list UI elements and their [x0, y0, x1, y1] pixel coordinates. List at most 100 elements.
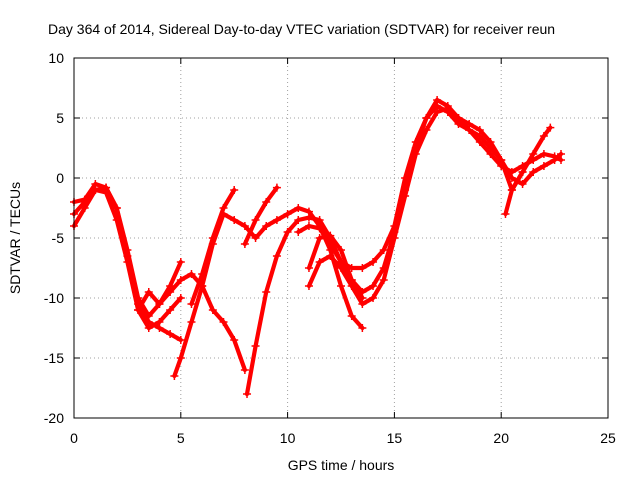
data-point-marker	[454, 114, 463, 122]
chart-title: Day 364 of 2014, Sidereal Day-to-day VTE…	[48, 21, 555, 37]
data-point-marker	[283, 210, 292, 218]
data-point-marker	[240, 222, 249, 230]
data-point-marker	[176, 276, 185, 284]
series-pass-6	[187, 186, 239, 308]
data-point-marker	[358, 294, 367, 302]
data-point-marker	[422, 126, 431, 134]
data-point-marker	[539, 150, 548, 158]
data-point-marker	[262, 198, 271, 206]
data-point-marker	[251, 234, 260, 242]
series-line	[296, 103, 564, 295]
data-point-marker	[475, 132, 484, 140]
data-point-marker	[219, 204, 228, 212]
data-point-marker	[337, 264, 345, 272]
x-tick-label: 5	[177, 430, 185, 446]
data-point-marker	[176, 258, 185, 266]
data-point-marker	[304, 213, 313, 222]
data-point-marker	[411, 150, 420, 158]
data-point-marker	[283, 228, 292, 236]
data-point-marker	[272, 183, 281, 192]
data-point-marker	[507, 186, 516, 194]
data-point-marker	[486, 144, 495, 152]
y-tick-label: -10	[44, 290, 64, 306]
data-point-marker	[219, 318, 228, 326]
y-tick-label: -5	[52, 230, 65, 246]
data-point-marker	[539, 162, 548, 170]
data-point-marker	[315, 224, 324, 233]
data-point-marker	[443, 104, 452, 113]
data-point-marker	[557, 150, 566, 158]
data-point-marker	[243, 390, 252, 398]
data-point-marker	[262, 222, 271, 230]
series-pass-4	[134, 258, 185, 314]
data-point-marker	[390, 234, 399, 242]
data-point-marker	[166, 330, 175, 338]
data-point-marker	[497, 156, 506, 164]
data-point-marker	[187, 270, 196, 278]
x-tick-label: 10	[280, 430, 296, 446]
series-pass-3	[70, 180, 185, 344]
data-point-marker	[208, 306, 217, 314]
data-point-marker	[337, 282, 345, 290]
data-point-marker	[326, 231, 335, 240]
data-point-marker	[315, 216, 324, 224]
data-point-marker	[507, 174, 516, 182]
series-line	[242, 185, 279, 247]
data-point-marker	[230, 336, 239, 344]
data-point-marker	[112, 204, 121, 212]
data-point-marker	[518, 180, 527, 188]
y-axis-label: SDTVAR / TECUs	[7, 182, 23, 294]
tick-labels: 0 5 10 15 20 25 -20 -15 -10 -5 0 5 10	[44, 50, 616, 446]
data-point-marker	[304, 282, 313, 290]
data-point-marker	[379, 276, 388, 284]
data-point-marker	[315, 258, 324, 266]
data-point-marker	[170, 372, 179, 380]
x-tick-label: 15	[387, 430, 403, 446]
data-point-marker	[240, 240, 249, 248]
data-point-marker	[230, 186, 239, 194]
data-point-marker	[230, 216, 239, 224]
data-point-marker	[546, 123, 555, 132]
series-pass-7	[240, 183, 281, 248]
data-point-marker	[304, 264, 313, 272]
data-point-marker	[166, 282, 175, 290]
data-point-marker	[326, 240, 335, 248]
data-point-marker	[176, 294, 185, 302]
series-line	[306, 233, 365, 301]
data-point-marker	[358, 324, 367, 332]
data-point-marker	[102, 183, 111, 192]
data-point-marker	[529, 168, 538, 176]
x-tick-label: 25	[600, 430, 616, 446]
data-point-marker	[262, 288, 271, 296]
data-point-marker	[155, 324, 164, 332]
data-point-marker	[501, 210, 510, 218]
data-point-marker	[518, 168, 527, 176]
series-pass-10	[304, 104, 566, 308]
y-tick-label: 5	[56, 110, 64, 126]
data-point-marker	[422, 114, 431, 122]
x-tick-label: 0	[70, 430, 78, 446]
axis-ticks	[73, 57, 609, 419]
data-point-marker	[251, 216, 260, 224]
data-point-marker	[134, 306, 143, 314]
data-point-marker	[539, 132, 548, 140]
data-point-marker	[155, 300, 164, 308]
data-point-marker	[240, 366, 249, 374]
data-point-marker	[433, 108, 442, 116]
series-line	[503, 125, 553, 217]
data-point-marker	[294, 204, 303, 212]
data-point-marker	[272, 252, 281, 260]
data-point-marker	[80, 195, 89, 204]
data-point-marker	[123, 252, 132, 260]
series-pass-11	[304, 231, 367, 302]
data-point-marker	[166, 306, 175, 314]
data-point-marker	[369, 294, 378, 302]
data-point-marker	[176, 336, 185, 344]
data-point-marker	[358, 264, 367, 272]
data-point-marker	[208, 234, 217, 242]
data-point-marker	[251, 342, 260, 350]
series-pass-12	[501, 123, 555, 218]
data-point-marker	[294, 216, 303, 224]
data-point-marker	[337, 246, 345, 254]
data-point-marker	[347, 276, 356, 284]
